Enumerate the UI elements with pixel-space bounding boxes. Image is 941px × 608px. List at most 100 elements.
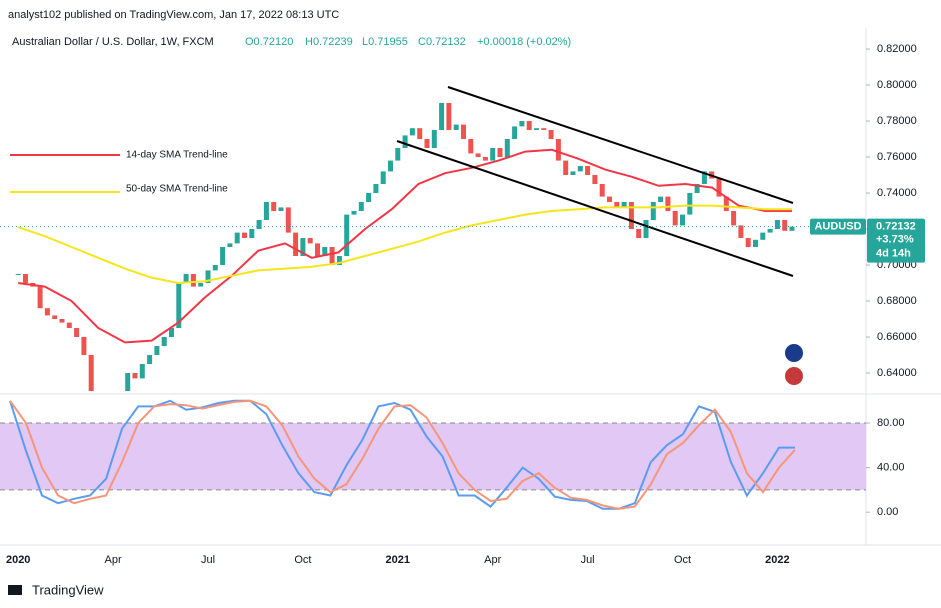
symbol-tag bbox=[810, 218, 866, 235]
candle bbox=[723, 196, 729, 211]
candle bbox=[475, 153, 481, 157]
candle bbox=[81, 337, 87, 355]
flag-au bbox=[785, 344, 803, 362]
candle bbox=[74, 328, 80, 337]
candle bbox=[234, 232, 240, 244]
candle bbox=[125, 373, 131, 391]
candle bbox=[672, 211, 678, 226]
close: C0.72132 bbox=[418, 36, 466, 48]
candle bbox=[753, 239, 758, 247]
candle bbox=[680, 214, 685, 226]
candle bbox=[541, 128, 547, 130]
candle bbox=[738, 225, 744, 238]
x-tick-label: Apr bbox=[484, 554, 501, 566]
candle bbox=[439, 103, 445, 130]
candle bbox=[701, 171, 707, 184]
candle bbox=[424, 139, 430, 148]
candle bbox=[183, 274, 189, 283]
candle bbox=[176, 283, 182, 328]
candle bbox=[329, 247, 335, 265]
candle bbox=[592, 175, 598, 184]
candle bbox=[614, 202, 620, 208]
candle bbox=[431, 130, 437, 148]
candle bbox=[336, 256, 342, 265]
candle bbox=[227, 243, 233, 247]
candle bbox=[315, 243, 320, 256]
channel-lower bbox=[396, 140, 794, 277]
y-tick-label: 0.76000 bbox=[877, 151, 917, 163]
candle bbox=[242, 232, 247, 238]
candle bbox=[132, 373, 138, 379]
candle bbox=[534, 128, 539, 130]
countdown-label: 4d 14h bbox=[876, 248, 911, 260]
legend-label: 14-day SMA Trend-line bbox=[126, 150, 228, 161]
candle bbox=[256, 220, 262, 229]
candle bbox=[271, 202, 277, 211]
candle bbox=[66, 322, 72, 328]
candle bbox=[23, 274, 28, 283]
price-tag bbox=[867, 218, 925, 263]
candle bbox=[643, 220, 649, 238]
stoch-line bbox=[9, 399, 796, 510]
candle bbox=[497, 148, 503, 157]
change: +0.00018 (+0.02%) bbox=[477, 36, 571, 48]
candle bbox=[161, 337, 167, 346]
legend-label: 50-day SMA Trend-line bbox=[126, 184, 228, 195]
candle bbox=[563, 160, 569, 175]
candle bbox=[570, 171, 576, 175]
candle bbox=[782, 220, 788, 231]
flag-us bbox=[785, 367, 803, 385]
sma-line bbox=[17, 204, 792, 285]
x-tick-label: Oct bbox=[674, 554, 691, 566]
candle bbox=[555, 139, 561, 161]
candle bbox=[453, 124, 459, 130]
candle bbox=[373, 184, 379, 193]
candle bbox=[694, 184, 700, 193]
x-tick-label: Oct bbox=[294, 554, 311, 566]
candle bbox=[88, 355, 94, 391]
candle bbox=[220, 247, 226, 265]
candle bbox=[417, 128, 423, 139]
y-tick-label: 0.80000 bbox=[877, 79, 917, 91]
stoch-tick-label: 80.00 bbox=[877, 417, 905, 429]
candle bbox=[519, 121, 525, 127]
candle bbox=[154, 346, 160, 355]
candle bbox=[577, 166, 583, 172]
candle bbox=[468, 139, 474, 154]
candle bbox=[285, 207, 291, 233]
candle bbox=[599, 184, 605, 197]
x-tick-label: Jul bbox=[201, 554, 215, 566]
candle bbox=[446, 103, 452, 130]
candle bbox=[760, 232, 766, 240]
candle bbox=[409, 128, 415, 136]
candle bbox=[263, 202, 269, 220]
candle bbox=[300, 238, 306, 256]
publisher: analyst102 published on TradingView.com,… bbox=[8, 9, 339, 21]
candle bbox=[745, 238, 751, 247]
y-tick-label: 0.64000 bbox=[877, 367, 917, 379]
y-tick-label: 0.74000 bbox=[877, 187, 917, 199]
candle bbox=[774, 220, 780, 229]
candle bbox=[212, 265, 218, 271]
channel-upper bbox=[447, 86, 794, 204]
candle bbox=[52, 315, 58, 319]
candle bbox=[249, 229, 255, 238]
candle bbox=[139, 364, 145, 379]
candle bbox=[351, 211, 357, 215]
candle bbox=[278, 207, 284, 211]
candle bbox=[395, 148, 401, 161]
candle bbox=[658, 196, 664, 202]
candle bbox=[731, 211, 737, 226]
candle bbox=[388, 160, 393, 172]
candle bbox=[293, 232, 299, 256]
brand: TradingView bbox=[32, 582, 104, 597]
change-label: +3.73% bbox=[876, 234, 914, 246]
candle bbox=[366, 193, 372, 202]
symbol-label: AUDUSD bbox=[814, 221, 861, 233]
open: O0.72120 bbox=[245, 36, 293, 48]
x-tick-label: 2020 bbox=[6, 554, 30, 566]
candle bbox=[147, 355, 153, 364]
footer-logo bbox=[8, 585, 22, 595]
x-tick-label: 2022 bbox=[765, 554, 789, 566]
